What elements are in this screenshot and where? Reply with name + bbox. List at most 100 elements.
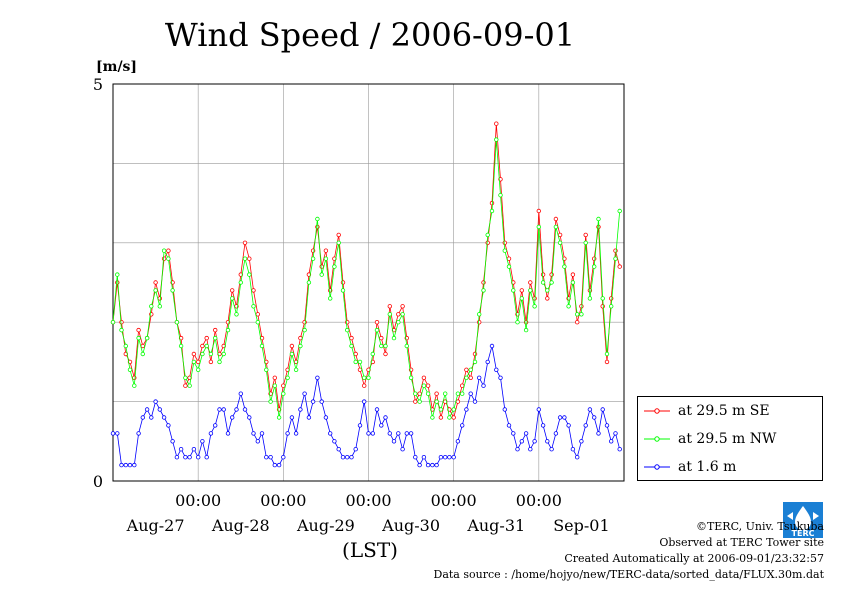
credit-source: Data source : /home/hojyo/new/TERC-data/… xyxy=(433,568,825,581)
data-point xyxy=(451,455,456,460)
legend-item-nw: at 29.5 m NW xyxy=(644,430,776,448)
data-point xyxy=(417,391,422,396)
data-point xyxy=(353,447,358,452)
data-point xyxy=(310,399,316,404)
data-point xyxy=(617,447,622,452)
data-point xyxy=(583,240,588,245)
data-point xyxy=(447,415,452,420)
data-point xyxy=(408,375,414,380)
data-point xyxy=(425,383,431,388)
data-point xyxy=(379,343,384,349)
data-point xyxy=(289,415,295,420)
data-point xyxy=(362,399,367,404)
x-day-label: Aug-31 xyxy=(466,516,525,535)
data-point xyxy=(502,248,507,253)
data-point xyxy=(370,351,375,357)
data-point xyxy=(430,415,435,420)
data-point xyxy=(161,256,167,261)
series-0 xyxy=(110,121,622,420)
data-point xyxy=(617,264,622,269)
data-point xyxy=(234,407,239,412)
data-point xyxy=(464,375,469,380)
data-point xyxy=(396,320,401,325)
data-point xyxy=(579,439,584,444)
data-point xyxy=(609,304,614,309)
data-point xyxy=(425,391,431,396)
data-point xyxy=(323,415,329,420)
data-point xyxy=(575,320,580,325)
data-point xyxy=(191,359,197,365)
data-point xyxy=(127,462,133,468)
data-point xyxy=(315,375,320,380)
data-point xyxy=(221,407,226,412)
data-point xyxy=(566,423,571,428)
data-point xyxy=(276,415,282,420)
data-point xyxy=(238,280,243,285)
credit-observed: Observed at TERC Tower site xyxy=(659,536,824,549)
data-point xyxy=(468,367,473,372)
data-point xyxy=(519,288,524,293)
data-point xyxy=(217,407,222,412)
data-point xyxy=(115,280,120,285)
data-point xyxy=(366,375,371,380)
data-point xyxy=(460,423,465,428)
data-point xyxy=(281,455,286,460)
credit-created: Created Automatically at 2006-09-01/23:3… xyxy=(564,552,824,565)
data-point xyxy=(460,383,465,388)
data-point xyxy=(119,462,124,468)
series-line xyxy=(113,345,621,466)
data-point xyxy=(536,224,541,230)
data-point xyxy=(374,327,380,333)
data-point xyxy=(191,351,197,357)
data-point xyxy=(289,343,295,349)
data-point xyxy=(302,391,307,396)
data-point xyxy=(195,359,201,365)
data-point xyxy=(400,312,405,317)
data-point xyxy=(400,304,405,309)
data-point xyxy=(136,431,141,436)
data-point xyxy=(391,335,397,341)
data-point xyxy=(281,391,286,396)
data-point xyxy=(264,367,269,372)
data-point xyxy=(451,407,456,412)
data-point xyxy=(319,264,324,269)
data-point xyxy=(225,327,231,333)
data-point xyxy=(502,407,507,412)
data-point xyxy=(506,423,512,428)
data-point xyxy=(357,367,363,372)
data-point xyxy=(613,256,618,261)
data-point xyxy=(562,264,567,269)
x-tick-label: 00:00 xyxy=(431,491,477,510)
data-point xyxy=(443,391,448,396)
data-point xyxy=(247,415,252,420)
data-point xyxy=(400,447,405,452)
data-point xyxy=(119,320,124,325)
data-point xyxy=(460,391,465,396)
data-point xyxy=(127,367,133,372)
series-lines xyxy=(110,121,622,468)
data-point xyxy=(174,320,180,325)
chart-title: Wind Speed / 2006-09-01 xyxy=(165,16,575,54)
data-point xyxy=(515,447,520,452)
data-point xyxy=(430,462,435,468)
data-point xyxy=(413,391,418,396)
data-point xyxy=(519,439,524,444)
data-point xyxy=(336,232,341,238)
data-point xyxy=(353,359,358,365)
data-point xyxy=(166,423,171,428)
data-point xyxy=(170,288,175,293)
data-point xyxy=(387,431,392,436)
data-point xyxy=(362,375,367,380)
data-point xyxy=(208,351,214,357)
series-1 xyxy=(110,137,622,420)
data-point xyxy=(217,359,222,365)
data-point xyxy=(204,343,209,349)
data-point xyxy=(528,280,533,285)
data-point xyxy=(183,383,188,388)
data-point xyxy=(532,439,537,444)
data-point xyxy=(293,367,299,372)
data-point xyxy=(413,399,418,404)
data-point xyxy=(553,224,559,230)
data-point xyxy=(575,312,580,317)
data-point xyxy=(328,431,333,436)
